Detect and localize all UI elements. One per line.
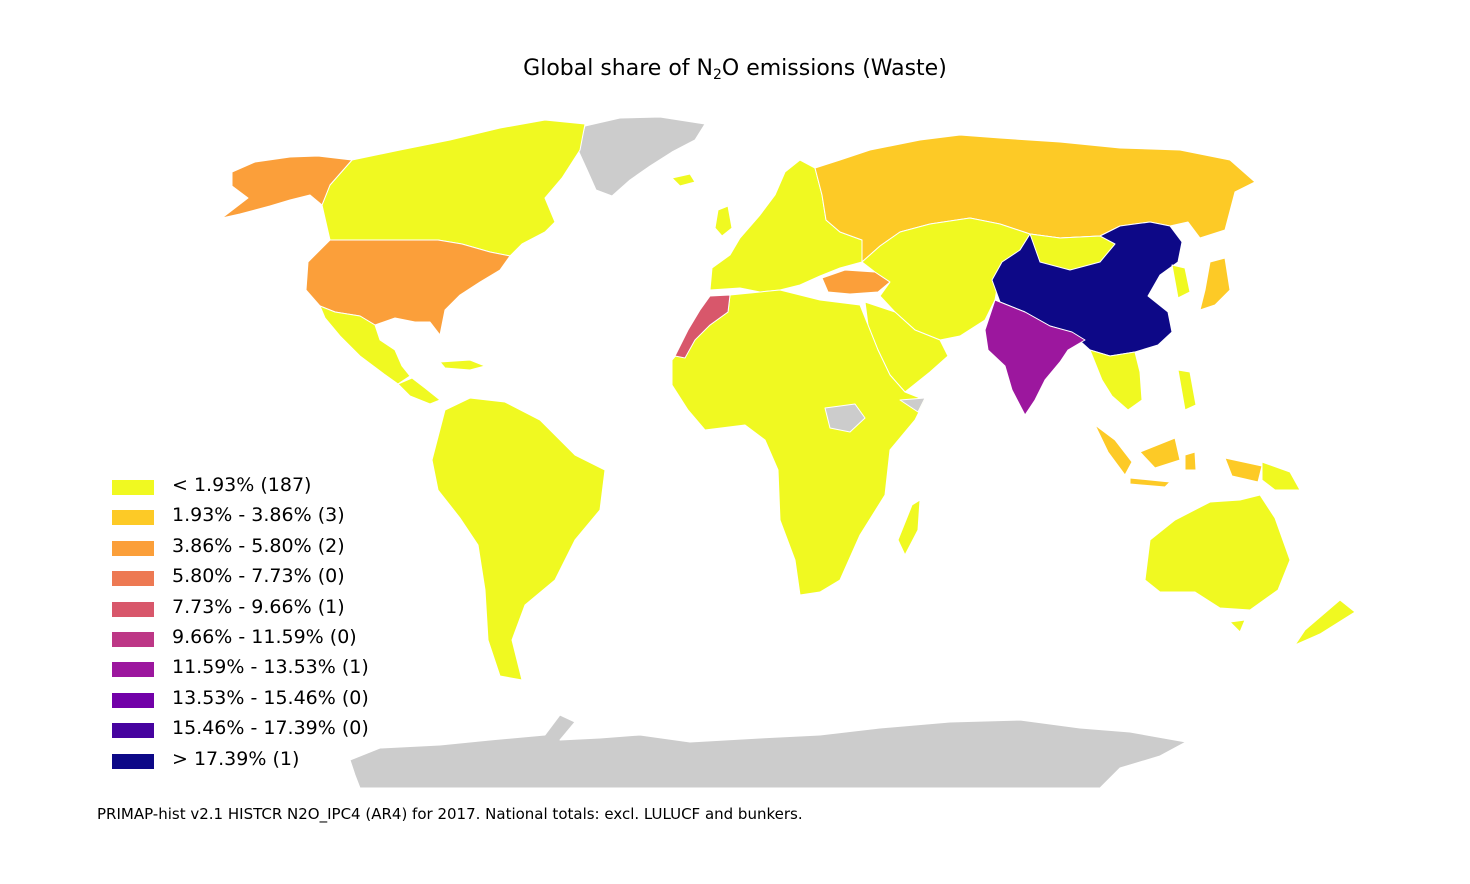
region-uk	[714, 205, 733, 237]
region-india	[984, 299, 1086, 416]
legend-swatch	[112, 753, 154, 769]
region-somaliland	[899, 397, 926, 413]
legend-label: 3.86% - 5.80% (2)	[172, 534, 345, 557]
source-footnote: PRIMAP-hist v2.1 HISTCR N2O_IPC4 (AR4) f…	[97, 805, 803, 823]
title-subscript: 2	[712, 67, 722, 83]
legend-swatch	[112, 571, 154, 587]
region-indonesia	[1094, 424, 1263, 488]
legend-label: 7.73% - 9.66% (1)	[172, 595, 345, 618]
title-suffix: O emissions (Waste)	[721, 56, 947, 81]
region-europe	[709, 159, 863, 293]
region-australia	[1144, 494, 1291, 611]
region-new-zealand	[1294, 599, 1356, 646]
region-alaska	[221, 155, 353, 219]
legend-swatch	[112, 601, 154, 617]
region-tasmania	[1229, 619, 1246, 633]
legend-label: 1.93% - 3.86% (3)	[172, 504, 345, 527]
legend-label: 9.66% - 11.59% (0)	[172, 625, 357, 648]
region-greenland	[577, 116, 706, 197]
region-canada	[321, 119, 586, 257]
legend-label: 15.46% - 17.39% (0)	[172, 717, 369, 740]
legend-swatch	[112, 723, 154, 739]
legend-swatch	[112, 480, 154, 495]
region-southeast-asia	[1089, 349, 1143, 411]
legend-label: > 17.39% (1)	[172, 747, 300, 770]
region-morocco	[674, 294, 731, 359]
region-madagascar	[897, 499, 921, 556]
region-turkey	[821, 269, 891, 295]
legend-swatch	[112, 692, 154, 708]
region-japan	[1199, 257, 1231, 311]
legend-label: 5.80% - 7.73% (0)	[172, 565, 345, 588]
region-mexico	[319, 305, 411, 385]
region-central-america	[397, 377, 441, 405]
legend-swatch	[112, 540, 154, 556]
region-africa	[671, 289, 926, 596]
title-prefix: Global share of N	[523, 56, 713, 81]
region-new-guinea	[1261, 461, 1301, 491]
map-title: Global share of N2O emissions (Waste)	[0, 56, 1470, 83]
region-antarctica	[349, 714, 1187, 789]
legend-label: 11.59% - 13.53% (1)	[172, 656, 369, 679]
region-south-america	[431, 397, 606, 681]
region-south-sudan	[824, 403, 866, 433]
region-philippines	[1177, 369, 1197, 411]
region-iceland	[671, 173, 696, 187]
region-caribbean	[439, 359, 486, 371]
legend-swatch	[112, 662, 154, 678]
region-korea	[1171, 264, 1191, 299]
legend-swatch	[112, 510, 154, 526]
region-central-asia	[861, 217, 1031, 341]
region-mongolia	[1029, 233, 1116, 271]
legend-label: < 1.93% (187)	[172, 474, 312, 496]
legend-label: 13.53% - 15.46% (0)	[172, 686, 369, 709]
legend-swatch	[112, 631, 154, 647]
